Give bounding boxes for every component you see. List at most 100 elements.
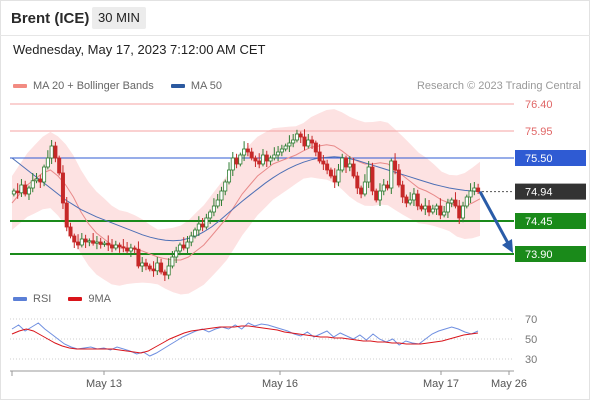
candle [362,174,367,197]
candle [211,198,216,217]
candle [279,144,284,157]
candle [438,198,443,220]
candle [396,164,401,188]
candle [83,234,88,248]
level-label-box [515,150,586,166]
candle [102,240,107,247]
legend-item-ma20: MA 20 + Bollinger Bands [13,80,154,92]
moving-averages [11,144,481,261]
candle [408,192,413,206]
candle [140,257,145,272]
rsi-legend: RSI 9MA [13,293,111,305]
candle [453,192,458,209]
candle [389,158,394,194]
candle [34,173,39,184]
candle [181,237,186,251]
candle [227,162,232,185]
candle [204,213,209,230]
level-label-resistance: 76.40 [525,99,553,111]
candle [468,183,473,203]
candle [291,134,296,148]
candle [166,258,171,280]
candle [366,161,371,188]
candle [355,171,360,194]
candle [393,153,398,175]
candle [200,218,205,232]
candle [87,238,92,247]
candle [208,209,213,224]
candle [253,155,258,167]
candle [177,242,182,256]
candle [415,189,420,211]
level-label-box [515,213,586,229]
candle [272,147,277,161]
candle [257,153,262,169]
candle [238,152,243,167]
candle [302,129,307,151]
candle [132,245,137,254]
candle [147,263,152,272]
legend-label-rsi: RSI [33,293,52,305]
price-legend: MA 20 + Bollinger Bands MA 50 [13,80,222,92]
candle [464,194,469,209]
candle [193,227,198,239]
level-label-box [515,183,586,200]
candle [143,258,148,271]
level-label-last: 74.94 [525,187,553,199]
timeframe-button[interactable]: 30 MIN [92,7,146,29]
candle [11,188,16,197]
candle [79,233,84,248]
candle [117,242,122,253]
legend-label-ma50: MA 50 [190,80,223,92]
candles [11,129,481,281]
candle [136,241,141,269]
candle [15,183,20,199]
candle [359,185,364,199]
candle [219,186,224,206]
candle [283,143,288,152]
candle [245,143,250,157]
candle [370,162,375,196]
chart-header: Brent (ICE) 30 MIN [0,0,588,36]
candle [110,239,115,253]
ma20-swatch [13,84,27,89]
candle [457,200,462,224]
candle [128,243,133,257]
candle [449,197,454,208]
candle [230,152,235,176]
ma50-swatch [170,84,185,89]
rsi-panel: 70 50 30 [10,314,537,366]
candle [19,179,24,197]
candle [249,147,254,161]
forecast-arrow-shaft [478,190,511,246]
candle [332,168,337,188]
candle [385,180,390,191]
candle [53,141,58,163]
candle [94,236,99,250]
candle [336,164,341,187]
candle [400,180,405,203]
candle [476,183,481,194]
candle [260,149,265,167]
candle [276,146,281,161]
candle [445,198,450,218]
x-tick-label: May 13 [86,378,122,390]
candle [151,261,156,277]
x-tick-label: May 16 [262,378,298,390]
candle [427,200,432,217]
candle [68,222,73,239]
rsi-tick-label: 30 [525,354,537,366]
candle [325,159,330,175]
candle [434,203,439,215]
legend-item-9ma: 9MA [68,293,111,305]
candle [26,185,31,200]
legend-label-ma20: MA 20 + Bollinger Bands [33,80,154,92]
candle [196,216,201,236]
candle [155,257,160,275]
x-tick-label: May 17 [423,378,459,390]
ma20-line [11,144,481,261]
candle [374,188,379,203]
forecast-arrow-head [502,239,513,253]
chart-datetime: Wednesday, May 17, 2023 7:12:00 AM CET [13,42,266,57]
candle [76,234,81,250]
